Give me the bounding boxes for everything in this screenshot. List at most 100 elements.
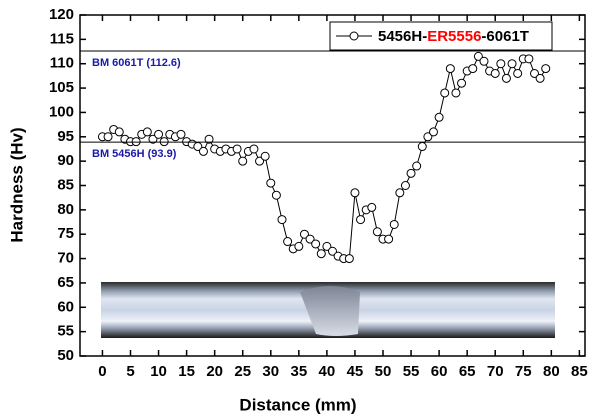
data-point [328,246,337,256]
x-tick-label: 30 [262,363,279,380]
y-tick-label: 85 [57,176,74,193]
y-tick-label: 90 [57,152,74,169]
y-tick-label: 60 [57,298,74,315]
data-point [271,190,281,200]
legend-marker [349,31,359,41]
data-point [451,88,461,98]
data-point [266,178,276,188]
y-tick-label: 100 [49,103,74,120]
data-point [423,132,433,142]
data-point [468,64,478,74]
data-point [513,68,523,78]
x-tick-label: 25 [234,363,251,380]
data-point [103,132,113,142]
x-tick-label: 35 [290,363,307,380]
data-point [316,249,326,259]
x-tick-label: 0 [98,363,106,380]
x-tick-label: 40 [319,363,336,380]
data-point [389,219,399,229]
y-tick-label: 70 [57,250,74,267]
y-tick-label: 75 [57,225,74,242]
data-point [283,237,293,247]
data-point [277,215,287,225]
y-tick-label: 55 [57,323,74,340]
x-tick-label: 85 [571,363,588,380]
data-point [154,129,164,139]
data-point [524,54,534,64]
data-point [530,68,539,78]
data-point [204,134,214,144]
data-point [440,88,450,98]
data-point [372,227,382,237]
x-tick-label: 70 [487,363,504,380]
legend-label-part: -6061T [481,28,529,45]
data-point [176,129,186,139]
data-point [148,134,158,144]
data-point [535,73,545,83]
data-point [507,59,517,69]
y-tick-label: 105 [49,79,74,96]
data-point [344,254,354,264]
data-point [142,127,152,137]
data-point [400,181,410,190]
legend-label-part: 5456H- [378,28,427,45]
data-point [434,112,444,122]
legend: 5456H-ER5556-6061T [329,21,553,51]
data-point [445,64,455,74]
x-tick-label: 60 [431,363,448,380]
y-tick-label: 115 [50,30,74,47]
data-point [367,202,377,212]
y-tick-label: 50 [57,347,74,364]
data-point [249,144,259,154]
data-point [501,73,511,83]
data-point [384,234,394,244]
data-point [406,168,416,178]
y-tick-label: 80 [57,201,74,218]
x-tick-label: 55 [403,363,420,380]
y-tick-label: 120 [49,6,74,23]
data-point [322,241,332,251]
y-axis-label: Hardness (Hv) [7,127,26,242]
x-tick-label: 20 [206,363,223,380]
reference-label: BM 6061T (112.6) [92,57,181,69]
data-point [429,127,438,137]
x-tick-label: 65 [459,363,476,380]
data-point [232,144,242,154]
reference-label: BM 5456H (93.9) [92,148,177,160]
data-point [311,239,321,249]
data-point [198,146,208,156]
data-point [496,59,506,69]
data-point [350,188,360,198]
data-point [255,156,265,166]
data-point [490,68,500,78]
x-tick-label: 15 [178,363,195,380]
data-point [412,161,422,171]
x-tick-label: 45 [347,363,364,380]
data-point [457,78,467,88]
data-point [395,188,405,198]
y-tick-label: 95 [57,128,74,145]
x-axis-label: Distance (mm) [239,395,356,414]
weld-photo [101,282,555,338]
data-point [260,151,270,161]
y-tick-label: 110 [50,55,74,72]
data-point [305,234,315,244]
data-point [473,51,483,61]
data-point [356,215,366,225]
data-point [294,241,304,251]
plot-area [97,51,551,264]
legend-label-part: ER5556 [427,28,481,45]
legend-label: 5456H-ER5556-6061T [378,28,529,45]
x-tick-label: 5 [126,363,134,380]
data-point [541,64,551,74]
x-tick-label: 75 [515,363,532,380]
data-point [299,229,309,239]
x-tick-label: 10 [150,363,167,380]
x-tick-label: 50 [375,363,392,380]
data-point [417,142,427,152]
x-tick-label: 80 [543,363,560,380]
data-point [479,56,489,66]
data-point [114,127,124,137]
data-point [238,156,248,166]
